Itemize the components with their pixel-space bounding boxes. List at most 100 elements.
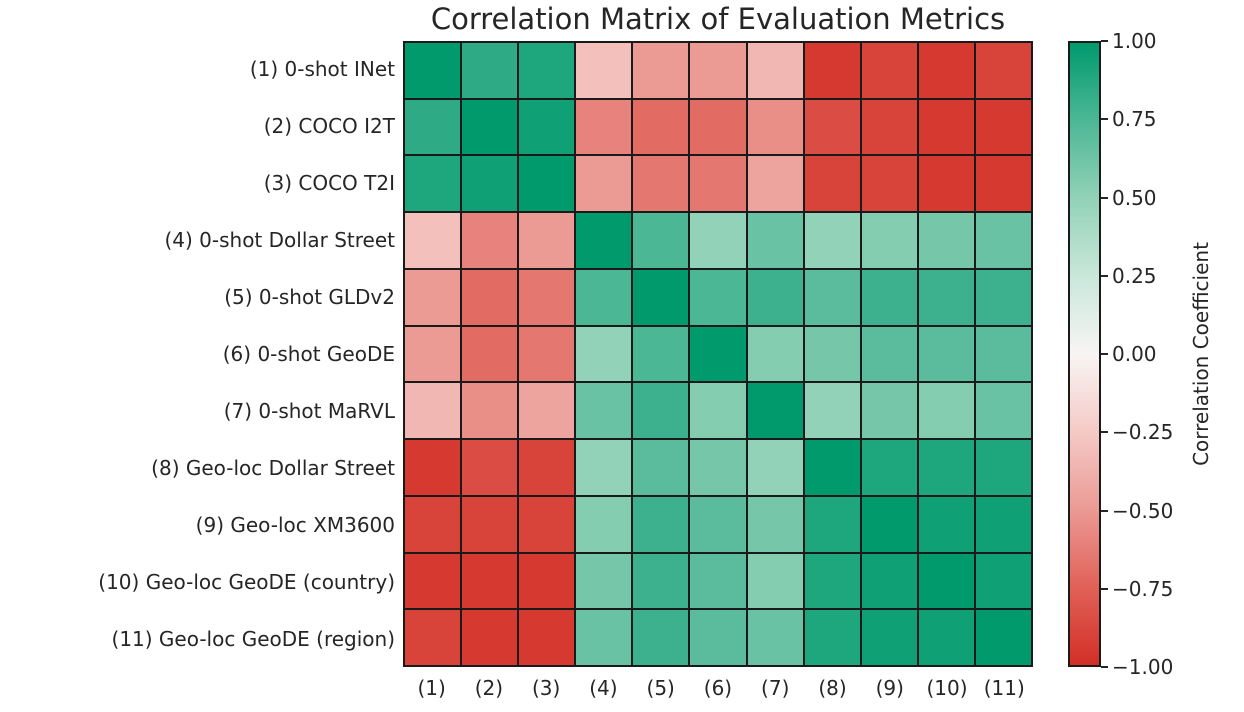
heatmap-cell [975, 156, 1031, 212]
heatmap-cell [747, 213, 803, 268]
heatmap-cell [690, 610, 746, 665]
heatmap-cell [462, 156, 518, 212]
row-label: (8) Geo-loc Dollar Street [151, 455, 395, 480]
col-label: (1) [417, 676, 446, 700]
chart-title: Correlation Matrix of Evaluation Metrics [430, 2, 1006, 36]
heatmap-cell [804, 269, 860, 325]
heatmap-cell [747, 553, 803, 609]
heatmap-cell [918, 269, 974, 325]
heatmap-cell [519, 553, 575, 609]
heatmap-cell [633, 553, 689, 609]
heatmap-cell [519, 610, 575, 665]
heatmap-cell [462, 553, 518, 609]
heatmap-cell [918, 496, 974, 552]
heatmap-cell [918, 326, 974, 382]
heatmap-cell [633, 383, 689, 439]
col-label: (8) [818, 676, 847, 700]
heatmap-cell [747, 496, 803, 552]
heatmap-cell [975, 553, 1031, 609]
heatmap-cell [519, 156, 575, 212]
row-label: (4) 0-shot Dollar Street [164, 228, 395, 253]
heatmap-cell [405, 440, 461, 495]
heatmap-cell [690, 496, 746, 552]
heatmap-cell [918, 553, 974, 609]
heatmap-cell [576, 43, 632, 98]
heatmap-cell [519, 496, 575, 552]
col-label: (9) [875, 676, 904, 700]
colorbar-tick-label: 0.50 [1112, 185, 1157, 210]
colorbar-tick-label: 0.75 [1112, 107, 1157, 132]
row-label: (11) Geo-loc GeoDE (region) [111, 626, 395, 651]
heatmap-cell [918, 43, 974, 98]
colorbar-tick-mark [1101, 666, 1108, 668]
row-label: (7) 0-shot MaRVL [223, 398, 395, 423]
heatmap-cell [918, 440, 974, 495]
heatmap-cell [519, 99, 575, 155]
heatmap-cell [405, 99, 461, 155]
heatmap-cell [462, 326, 518, 382]
heatmap-cell [462, 99, 518, 155]
heatmap-cell [690, 440, 746, 495]
heatmap-cell [861, 610, 917, 665]
colorbar-tick-mark [1101, 196, 1108, 199]
heatmap-cell [633, 156, 689, 212]
heatmap-cell [804, 496, 860, 552]
heatmap-cell [405, 383, 461, 439]
heatmap-cell [690, 383, 746, 439]
heatmap-cell [405, 326, 461, 382]
heatmap-cell [747, 269, 803, 325]
heatmap-cell [747, 99, 803, 155]
heatmap-cell [519, 269, 575, 325]
heatmap-cell [690, 553, 746, 609]
heatmap-cell [405, 269, 461, 325]
heatmap-cell [462, 610, 518, 665]
heatmap-cell [633, 99, 689, 155]
row-label: (1) 0-shot INet [249, 57, 395, 82]
colorbar-tick-label: 1.00 [1112, 29, 1157, 53]
heatmap-cell [861, 99, 917, 155]
heatmap-cell [690, 99, 746, 155]
heatmap-cell [462, 383, 518, 439]
colorbar-tick-label: −0.50 [1112, 498, 1174, 523]
heatmap-cell [747, 440, 803, 495]
heatmap-cell [804, 99, 860, 155]
row-label: (10) Geo-loc GeoDE (country) [98, 569, 395, 594]
col-label: (4) [589, 676, 618, 700]
heatmap-cell [405, 610, 461, 665]
heatmap-cell [690, 156, 746, 212]
heatmap-cell [519, 213, 575, 268]
heatmap-cell [804, 156, 860, 212]
colorbar-tick-label: −1.00 [1112, 655, 1174, 679]
heatmap-cell [975, 43, 1031, 98]
heatmap-cell [861, 43, 917, 98]
heatmap-cell [804, 326, 860, 382]
heatmap-cell [576, 99, 632, 155]
heatmap-grid [403, 41, 1033, 667]
heatmap-cell [690, 213, 746, 268]
row-label: (6) 0-shot GeoDE [222, 341, 395, 366]
row-labels: (1) 0-shot INet (2) COCO I2T (3) COCO T2I (… [0, 41, 395, 667]
heatmap-cell [861, 326, 917, 382]
heatmap-cell [633, 213, 689, 268]
heatmap-cell [519, 43, 575, 98]
heatmap-cell [576, 383, 632, 439]
heatmap-cell [405, 156, 461, 212]
heatmap-cell [918, 99, 974, 155]
heatmap-cell [405, 43, 461, 98]
heatmap-cell [861, 269, 917, 325]
heatmap-cell [975, 440, 1031, 495]
heatmap-cell [405, 213, 461, 268]
col-label: (11) [983, 676, 1025, 700]
heatmap-cell [804, 383, 860, 439]
heatmap-cell [633, 43, 689, 98]
colorbar-tick-mark [1101, 118, 1108, 121]
colorbar-axis-label: Correlation Coefficient [1189, 242, 1213, 466]
col-label: (6) [703, 676, 733, 700]
heatmap-cell [576, 553, 632, 609]
heatmap-cell [462, 43, 518, 98]
heatmap-cell [804, 43, 860, 98]
heatmap-cell [804, 440, 860, 495]
colorbar-tick-label: −0.25 [1112, 420, 1174, 445]
heatmap-cell [747, 156, 803, 212]
